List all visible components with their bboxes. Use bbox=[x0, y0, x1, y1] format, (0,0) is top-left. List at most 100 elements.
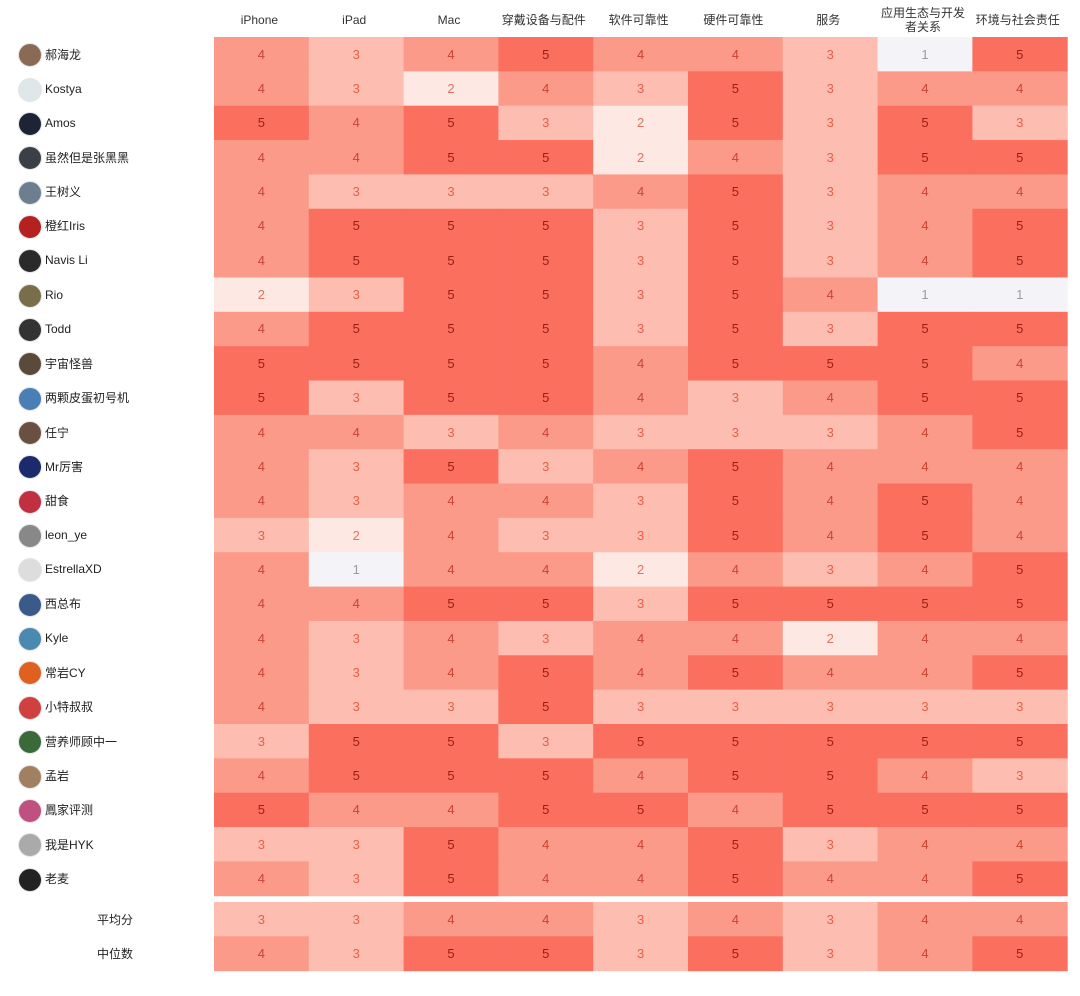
heatmap-cell-value: 4 bbox=[257, 768, 266, 784]
heatmap-cell-value: 3 bbox=[636, 218, 645, 234]
heatmap-cell-value: 3 bbox=[826, 321, 834, 337]
heatmap-cell bbox=[214, 71, 310, 107]
heatmap-cell bbox=[688, 208, 784, 244]
heatmap-cell bbox=[688, 311, 784, 347]
heatmap-cell bbox=[214, 827, 310, 862]
column-header: 应用生态与开发者关系 bbox=[880, 6, 965, 34]
heatmap-cell-value: 2 bbox=[257, 287, 266, 303]
heatmap-cell bbox=[972, 243, 1068, 278]
heatmap-cell bbox=[403, 37, 499, 72]
heatmap-cell-value: 5 bbox=[921, 802, 929, 818]
heatmap-cell-value: 4 bbox=[921, 768, 929, 784]
heatmap-cell-value: 5 bbox=[447, 218, 455, 234]
heatmap-cell-value: 5 bbox=[921, 527, 929, 543]
heatmap-cell bbox=[877, 517, 973, 553]
heatmap-cell bbox=[214, 655, 310, 691]
heatmap-cell-value: 4 bbox=[1016, 911, 1024, 927]
heatmap-cell bbox=[972, 380, 1068, 416]
heatmap-cell bbox=[214, 208, 310, 244]
heatmap-cell bbox=[688, 174, 784, 210]
heatmap-cell-value: 5 bbox=[1016, 218, 1024, 234]
heatmap-cell-value: 5 bbox=[636, 802, 645, 818]
heatmap-cell-value: 5 bbox=[921, 390, 929, 406]
heatmap-cell-value: 4 bbox=[731, 911, 740, 927]
heatmap-cell bbox=[498, 208, 594, 244]
heatmap-cell-value: 5 bbox=[1016, 871, 1024, 887]
heatmap-cell bbox=[403, 483, 499, 519]
heatmap-cell-value: 4 bbox=[447, 493, 455, 509]
heatmap-cell bbox=[214, 277, 310, 313]
heatmap-cell bbox=[214, 346, 310, 381]
heatmap-cell-value: 3 bbox=[636, 321, 645, 337]
heatmap-cell bbox=[782, 346, 879, 381]
heatmap-cell-value: 3 bbox=[352, 871, 360, 887]
heatmap-cell bbox=[214, 483, 310, 519]
heatmap-cell-value: 4 bbox=[257, 630, 266, 646]
heatmap-cell-value: 4 bbox=[352, 424, 360, 440]
heatmap-cell-value: 5 bbox=[731, 946, 740, 962]
heatmap-cell-value: 3 bbox=[826, 218, 834, 234]
heatmap-cell-value: 3 bbox=[542, 630, 550, 646]
heatmap-cell bbox=[972, 724, 1068, 759]
heatmap-cell-value: 4 bbox=[1016, 355, 1024, 371]
row-label: Navis Li bbox=[45, 253, 88, 268]
heatmap-cell bbox=[972, 827, 1068, 862]
heatmap-cell-value: 4 bbox=[447, 527, 455, 543]
heatmap-cell bbox=[403, 174, 499, 210]
heatmap-cell-value: 4 bbox=[352, 115, 360, 131]
heatmap-cell-value: 5 bbox=[731, 664, 740, 680]
heatmap-cell-value: 2 bbox=[826, 630, 834, 646]
heatmap-cell bbox=[593, 902, 689, 937]
heatmap-cell bbox=[972, 861, 1068, 897]
heatmap-cell-value: 5 bbox=[826, 733, 834, 749]
heatmap-cell bbox=[688, 414, 784, 450]
heatmap-cell bbox=[214, 586, 310, 622]
heatmap-cell-value: 4 bbox=[257, 81, 266, 97]
row-label: 常岩CY bbox=[45, 665, 86, 680]
heatmap-cell bbox=[593, 620, 689, 656]
heatmap-cell bbox=[782, 758, 879, 794]
heatmap-cell-value: 4 bbox=[826, 871, 834, 887]
heatmap-cell-value: 5 bbox=[352, 252, 360, 268]
avatar bbox=[18, 695, 42, 720]
row-label: 营养师顾中一 bbox=[45, 734, 118, 749]
heatmap-cell bbox=[403, 277, 499, 313]
heatmap-cell-value: 3 bbox=[542, 733, 550, 749]
heatmap-cell bbox=[688, 586, 784, 622]
heatmap-cell-value: 3 bbox=[636, 81, 645, 97]
heatmap-cell bbox=[214, 37, 310, 72]
heatmap-cell bbox=[498, 140, 594, 175]
avatar bbox=[18, 214, 42, 239]
heatmap-cell bbox=[214, 552, 310, 588]
heatmap-cell bbox=[403, 71, 499, 107]
heatmap-cell bbox=[972, 517, 1068, 553]
heatmap-cell bbox=[877, 208, 973, 244]
heatmap-cell bbox=[972, 71, 1068, 107]
heatmap-cell-value: 3 bbox=[352, 699, 360, 715]
heatmap-cell bbox=[214, 140, 310, 175]
heatmap-cell-value: 3 bbox=[1016, 768, 1024, 784]
heatmap-cell-value: 3 bbox=[826, 252, 834, 268]
heatmap-cell-value: 3 bbox=[826, 46, 834, 62]
heatmap-cell bbox=[688, 346, 784, 381]
heatmap-cell-value: 4 bbox=[826, 287, 834, 303]
heatmap-cell-value: 5 bbox=[447, 355, 455, 371]
avatar bbox=[18, 146, 42, 171]
heatmap-cell bbox=[972, 346, 1068, 381]
heatmap-cell-value: 5 bbox=[1016, 149, 1024, 165]
heatmap-cell-value: 3 bbox=[352, 458, 360, 474]
heatmap-cell bbox=[593, 449, 689, 485]
heatmap-cell bbox=[877, 105, 973, 141]
heatmap-cell bbox=[308, 552, 405, 588]
heatmap-cell bbox=[688, 105, 784, 141]
heatmap-cell bbox=[593, 277, 689, 313]
heatmap-cell-value: 5 bbox=[447, 149, 455, 165]
heatmap-cell bbox=[877, 174, 973, 210]
heatmap-cell-value: 5 bbox=[447, 287, 455, 303]
heatmap-cell bbox=[972, 37, 1068, 72]
heatmap-cell-value: 5 bbox=[542, 218, 550, 234]
heatmap-cell-value: 4 bbox=[1016, 184, 1024, 200]
heatmap-cell bbox=[593, 71, 689, 107]
heatmap-cell-value: 5 bbox=[731, 355, 740, 371]
